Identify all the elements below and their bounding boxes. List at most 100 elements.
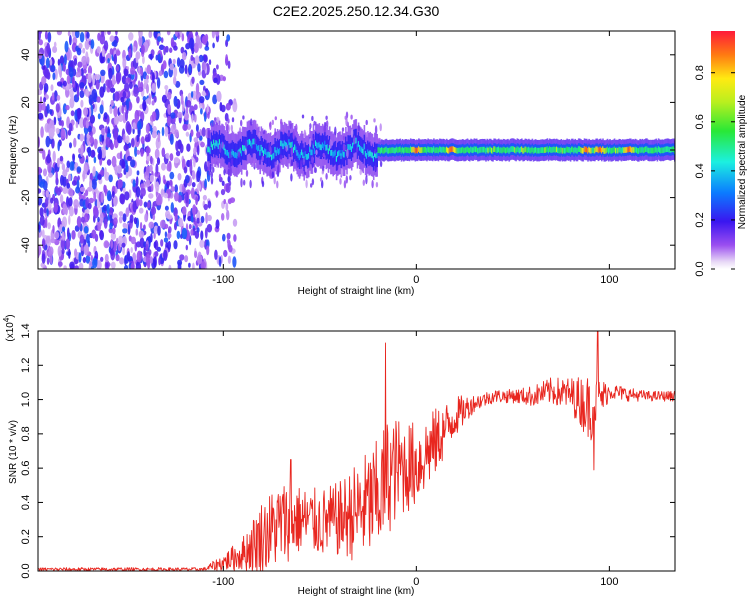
spectrogram-cell — [274, 131, 277, 136]
spectrogram-cell — [67, 227, 70, 240]
spectrogram-cell — [180, 46, 185, 54]
spectrogram-cell — [41, 229, 45, 239]
spectrogram-cell — [195, 196, 199, 206]
spectrogram-cell — [77, 61, 83, 68]
spectrogram-cell — [222, 233, 226, 242]
spectrogram-cell — [443, 147, 446, 153]
spectrogram-cell — [210, 141, 213, 148]
spectrogram-cell — [650, 147, 653, 154]
spectrogram-cell — [312, 142, 315, 149]
spectrogram-cell — [107, 58, 110, 64]
spectrogram-cell — [45, 135, 51, 148]
spectrogram-cell — [45, 235, 51, 244]
spectrogram-cell — [124, 191, 130, 201]
spectrogram-cell — [346, 148, 349, 159]
spectrogram-cell — [164, 231, 168, 238]
spectrogram-cell — [46, 103, 50, 114]
spectrogram-cell — [83, 164, 88, 175]
spectrogram-cell — [179, 58, 185, 69]
spectrogram-cell — [379, 148, 382, 154]
spectrogram-cell — [50, 197, 54, 204]
spectrogram-cell — [61, 248, 65, 255]
spectrogram-cell — [41, 253, 46, 264]
spectrogram-cell — [231, 117, 235, 123]
spectrogram-cell — [212, 42, 215, 49]
spectrogram-cell — [150, 233, 153, 243]
spectrogram-cell — [331, 150, 333, 156]
snr-y-label: SNR (10 * v/v) — [8, 420, 19, 484]
spectrogram-cell — [299, 152, 302, 158]
spectrogram-cell — [222, 76, 226, 82]
spectrogram-cell — [156, 157, 161, 166]
spectrogram-cell — [242, 115, 245, 120]
spectrogram-cell — [38, 112, 44, 120]
spectrogram-cell — [196, 254, 203, 265]
spectrogram-cell — [291, 141, 294, 148]
spectrogram-cell — [136, 96, 140, 104]
spectrogram-cell — [418, 146, 420, 152]
spectrogram-cell — [38, 102, 42, 113]
spectrogram-cell — [200, 261, 206, 269]
y-tick-label: -40 — [20, 237, 32, 253]
spectrogram-cell — [118, 211, 124, 217]
spectrogram-cell — [511, 146, 514, 152]
spectrogram-cell — [645, 146, 647, 152]
spectrogram-cell — [427, 146, 429, 153]
spectrogram-cell — [160, 219, 166, 229]
spectrogram-cell — [134, 146, 138, 157]
spectrogram-cell — [119, 150, 123, 161]
spectrogram-cell — [275, 150, 278, 156]
spectrogram-cell — [312, 137, 315, 146]
spectrogram-cell — [169, 63, 174, 71]
spectrogram-cell — [318, 141, 321, 148]
spectrogram-cell — [139, 221, 143, 231]
spectrogram-cell — [230, 158, 234, 166]
spectrogram-cell — [46, 155, 52, 164]
spectrogram-cell — [282, 143, 285, 150]
spectrogram-cell — [579, 146, 581, 152]
spectrogram-cell — [503, 147, 506, 153]
spectrogram-cell — [109, 106, 113, 114]
spectrogram-cell — [161, 162, 166, 171]
spectrogram-cell — [523, 147, 526, 154]
spectrogram-cell — [333, 150, 336, 157]
spectrogram-cell — [154, 172, 158, 177]
spectrogram-cell — [583, 146, 586, 152]
spectrogram-cell — [359, 169, 362, 176]
spectrogram-cell — [76, 66, 81, 73]
colorbar-tick-label: 0.4 — [694, 163, 706, 178]
spectrogram-cell — [65, 238, 71, 250]
spectrogram-cell — [103, 240, 110, 249]
spectrogram-cell — [72, 153, 75, 163]
spectrogram-cell — [163, 249, 168, 261]
spectrogram-cell — [225, 102, 231, 111]
spectrogram-cell — [253, 138, 256, 145]
spectrogram-cell — [206, 245, 210, 256]
spectrogram-cell — [122, 91, 127, 99]
spectrogram-cell — [132, 200, 137, 213]
spectrogram-cell — [89, 114, 95, 124]
spectrogram-cell — [261, 147, 264, 153]
spectrogram-cell — [194, 55, 200, 66]
spectrogram-cell — [169, 133, 174, 145]
spectrogram-cell — [38, 196, 43, 206]
spectrogram-cell — [613, 146, 616, 153]
spectrogram-cell — [212, 94, 218, 105]
spectrogram-cell — [90, 255, 94, 261]
spectrogram-cell — [136, 170, 140, 176]
spectrogram-cell — [577, 146, 580, 152]
spectrogram-cell — [85, 88, 89, 98]
spectrogram-cell — [128, 32, 134, 41]
spectrogram-cell — [221, 180, 225, 186]
spectrogram-cell — [588, 146, 590, 153]
spectrogram-cell — [559, 147, 561, 154]
spectrogram-cell — [161, 126, 165, 137]
spectrogram-cell — [182, 206, 187, 216]
spectrogram-cell — [100, 256, 104, 262]
spectrogram-cell — [245, 139, 248, 149]
spectrogram-cell — [206, 223, 213, 233]
spectrogram-cell — [327, 148, 330, 155]
spectrogram-cell — [393, 147, 396, 154]
spectrogram-cell — [54, 185, 59, 194]
spectrogram-cell — [272, 153, 274, 160]
